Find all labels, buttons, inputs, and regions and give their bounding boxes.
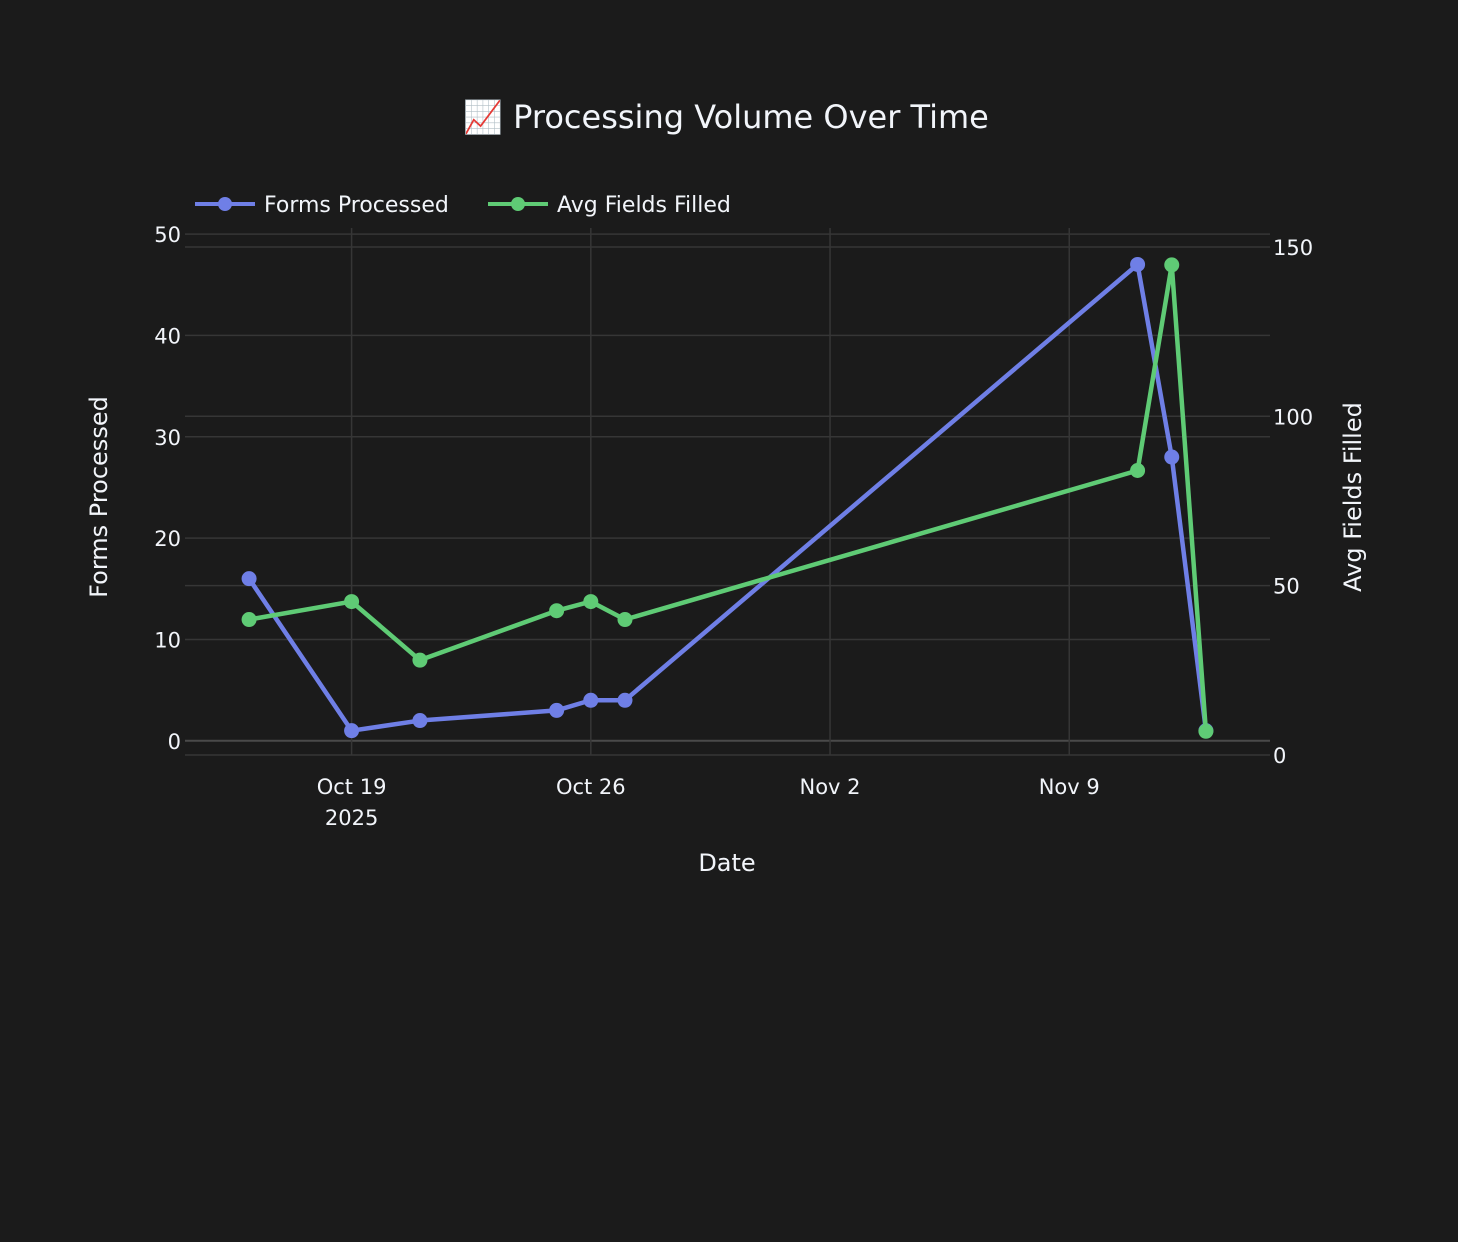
x-tick-label: Oct 19 xyxy=(317,775,387,799)
data-point xyxy=(583,594,599,610)
y2-axis-title: Avg Fields Filled xyxy=(1339,402,1367,592)
data-point xyxy=(549,603,565,619)
legend-label: Avg Fields Filled xyxy=(557,193,731,218)
data-point xyxy=(344,594,360,610)
data-point xyxy=(1130,463,1146,479)
legend: Forms Processed Avg Fields Filled xyxy=(195,193,731,218)
data-point xyxy=(1164,449,1180,465)
y-tick-label: 40 xyxy=(154,324,181,348)
legend-item-avg-fields-filled[interactable]: Avg Fields Filled xyxy=(488,193,731,218)
data-point xyxy=(412,713,428,729)
grid xyxy=(185,228,1270,756)
y-axis-title: Forms Processed xyxy=(85,396,113,598)
y-tick-label: 30 xyxy=(154,426,181,450)
x-tick-label: Nov 9 xyxy=(1039,775,1100,799)
series-layer xyxy=(241,256,1214,739)
data-point xyxy=(1198,723,1214,739)
axis-ticks: 0 10 20 30 40 50 0 50 100 150 Oct 19 2025 Oct 26 Nov … xyxy=(154,223,1313,830)
data-point xyxy=(617,612,633,628)
x-axis-title: Date xyxy=(698,849,755,877)
y-tick-label: 50 xyxy=(154,223,181,247)
series-line-0 xyxy=(247,262,1209,733)
y-tick-label: 0 xyxy=(168,730,181,754)
y2-tick-label: 50 xyxy=(1273,575,1300,599)
x-tick-sublabel: 2025 xyxy=(325,806,378,830)
x-tick-label: Nov 2 xyxy=(800,775,861,799)
data-point xyxy=(1130,256,1146,272)
y-tick-label: 10 xyxy=(154,628,181,652)
data-point xyxy=(549,702,565,718)
data-point xyxy=(412,652,428,668)
data-point xyxy=(241,612,257,628)
data-point xyxy=(241,571,257,587)
chart-title: 📈 Processing Volume Over Time xyxy=(463,98,989,136)
y2-tick-label: 100 xyxy=(1273,405,1313,429)
legend-item-forms-processed[interactable]: Forms Processed xyxy=(195,193,449,218)
data-point xyxy=(617,692,633,708)
y2-tick-label: 0 xyxy=(1273,744,1286,768)
legend-label: Forms Processed xyxy=(264,193,449,218)
data-point xyxy=(583,692,599,708)
data-point xyxy=(344,723,360,739)
y-tick-label: 20 xyxy=(154,527,181,551)
y2-tick-label: 150 xyxy=(1273,236,1313,260)
data-point xyxy=(1164,257,1180,273)
x-tick-label: Oct 26 xyxy=(556,775,626,799)
